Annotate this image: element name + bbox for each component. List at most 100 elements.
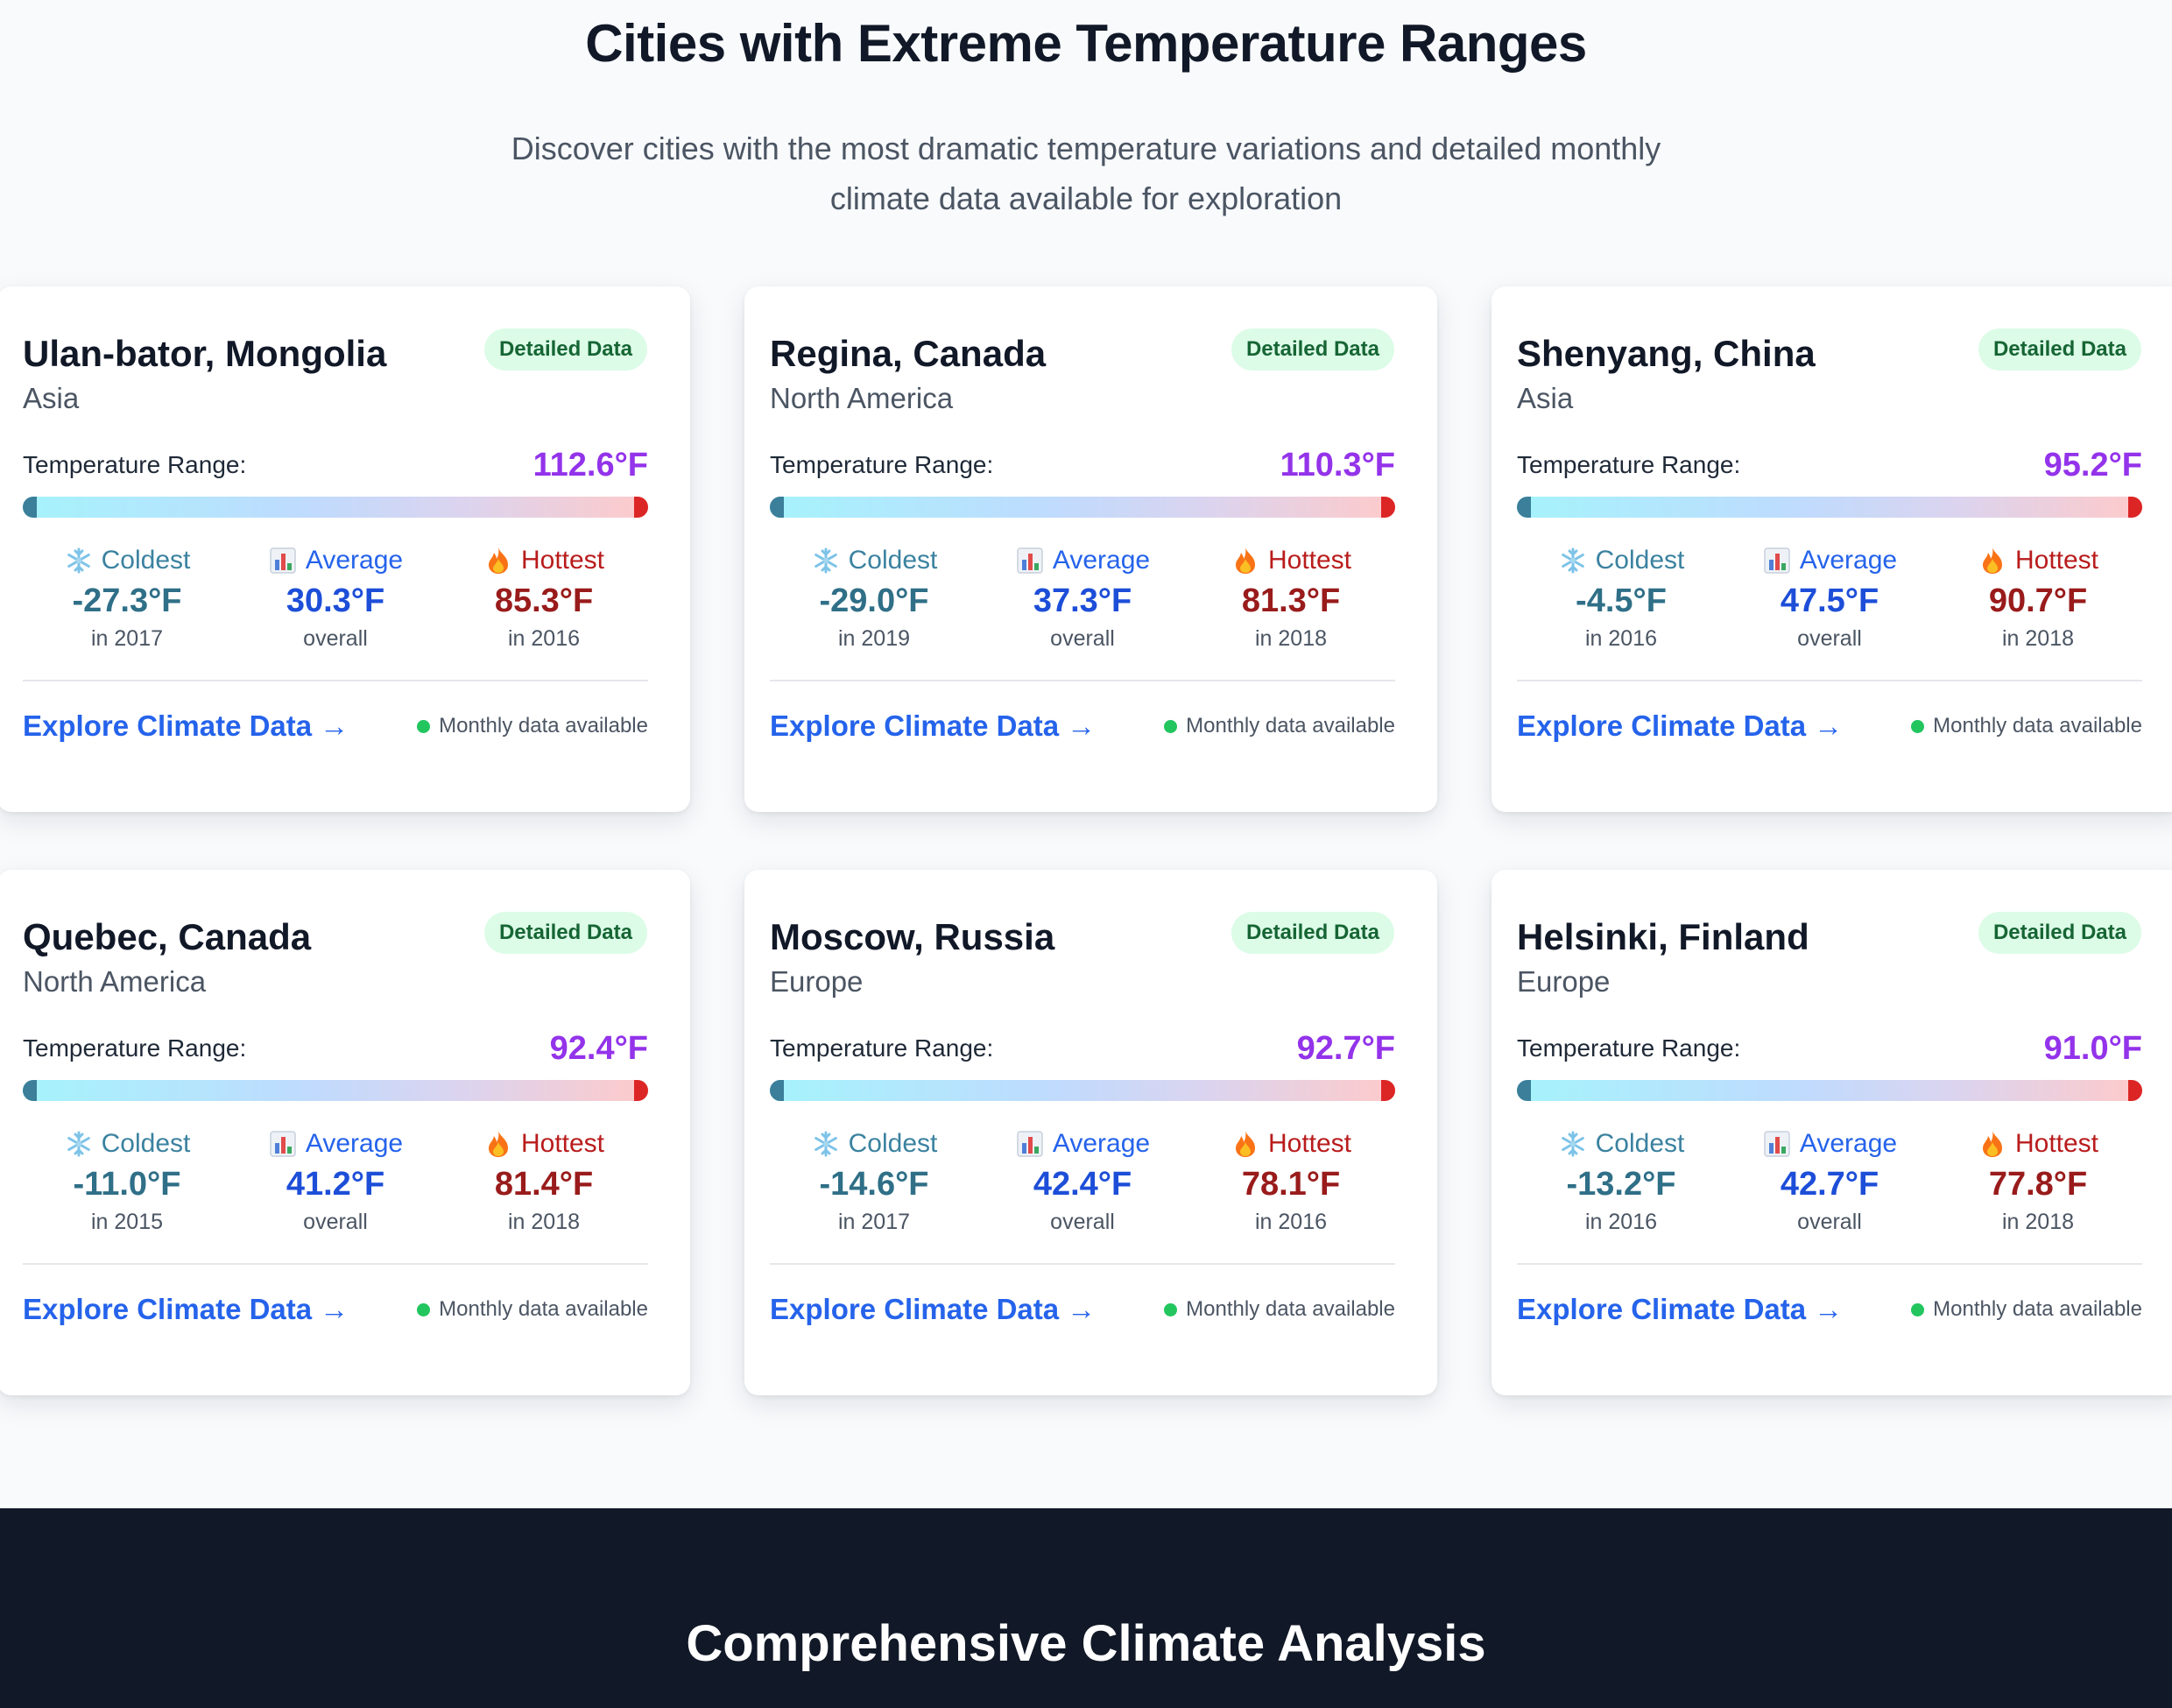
snowflake-icon — [811, 546, 841, 575]
card-divider — [770, 1263, 1395, 1265]
coldest-label-text: Coldest — [101, 546, 191, 575]
status-dot-icon — [1911, 719, 1925, 733]
status-dot-icon — [417, 1302, 431, 1316]
explore-climate-data-link[interactable]: Explore Climate Data → — [770, 709, 1097, 742]
hottest-label: Hottest — [1934, 1127, 2142, 1161]
city-name: Shenyang, China — [1517, 333, 1816, 374]
hottest-label: Hottest — [1187, 544, 1395, 577]
snowflake-icon — [64, 546, 94, 575]
coldest-value: -11.0°F — [73, 1166, 181, 1203]
temperature-range-value: 92.7°F — [1296, 1029, 1395, 1067]
coldest-year: in 2016 — [1584, 1210, 1658, 1234]
city-card: Helsinki, Finland Detailed Data Europe T… — [1491, 870, 2172, 1395]
coldest-label-text: Coldest — [1595, 546, 1685, 575]
fire-icon — [1231, 1129, 1260, 1159]
hottest-year: in 2018 — [507, 1210, 581, 1234]
average-stat: Average 37.3°F overall — [978, 544, 1187, 653]
coldest-label: Coldest — [770, 1127, 978, 1161]
temperature-range-label: Temperature Range: — [23, 451, 247, 478]
hottest-year: in 2016 — [1254, 1210, 1328, 1234]
hottest-stat: Hottest 81.4°F in 2018 — [440, 1127, 648, 1237]
average-value: 30.3°F — [286, 582, 385, 619]
coldest-stat: Coldest -4.5°F in 2016 — [1517, 544, 1725, 653]
fire-icon — [1978, 1129, 2007, 1159]
bar-chart-icon — [1762, 546, 1792, 575]
temperature-range-bar — [1517, 1080, 2142, 1101]
city-region: Asia — [1517, 382, 1574, 414]
card-header: Ulan-bator, Mongolia Detailed Data — [23, 328, 648, 379]
hottest-year: in 2016 — [507, 626, 581, 651]
bar-chart-icon — [268, 1129, 298, 1159]
average-note: overall — [303, 626, 368, 651]
temperature-stats: Coldest -14.6°F in 2017 Average 42.4°F o… — [770, 1127, 1395, 1237]
explore-climate-data-link[interactable]: Explore Climate Data → — [1517, 1293, 1844, 1325]
explore-climate-data-link[interactable]: Explore Climate Data → — [23, 709, 349, 742]
temperature-range-bar — [770, 1080, 1395, 1101]
hottest-year: in 2018 — [2001, 1210, 2075, 1234]
average-label: Average — [231, 544, 440, 577]
temperature-stats: Coldest -29.0°F in 2019 Average 37.3°F o… — [770, 544, 1395, 653]
average-label: Average — [978, 544, 1187, 577]
hottest-year: in 2018 — [2001, 626, 2075, 651]
range-bar-cold-cap — [23, 497, 37, 518]
hottest-label: Hottest — [1187, 1127, 1395, 1161]
temperature-range-row: Temperature Range: 110.3°F — [770, 445, 1395, 485]
range-bar-hot-cap — [2128, 497, 2142, 518]
hottest-label-text: Hottest — [520, 1129, 605, 1158]
temperature-range-label: Temperature Range: — [770, 451, 994, 478]
hottest-label-text: Hottest — [2014, 546, 2099, 575]
snowflake-icon — [64, 1129, 94, 1159]
coldest-stat: Coldest -29.0°F in 2019 — [770, 544, 978, 653]
average-stat: Average 47.5°F overall — [1725, 544, 1934, 653]
coldest-label-text: Coldest — [1595, 1129, 1685, 1158]
average-label-text: Average — [305, 546, 404, 575]
fire-icon — [483, 546, 513, 575]
range-bar-cold-cap — [23, 1080, 37, 1101]
coldest-value: -29.0°F — [819, 582, 929, 619]
range-bar-hot-cap — [2128, 1080, 2142, 1101]
card-header: Shenyang, China Detailed Data — [1517, 328, 2142, 379]
hottest-label-text: Hottest — [1267, 546, 1352, 575]
city-region: Europe — [770, 965, 864, 998]
hottest-label-text: Hottest — [2014, 1129, 2099, 1158]
range-bar-gradient — [23, 497, 648, 518]
fire-icon — [1978, 546, 2007, 575]
hottest-stat: Hottest 78.1°F in 2016 — [1187, 1127, 1395, 1237]
range-bar-hot-cap — [1381, 1080, 1395, 1101]
explore-climate-data-link[interactable]: Explore Climate Data → — [1517, 709, 1844, 742]
temperature-range-label: Temperature Range: — [770, 1034, 994, 1062]
hottest-label: Hottest — [440, 1127, 648, 1161]
monthly-data-text: Monthly data available — [1933, 1297, 2142, 1321]
coldest-label-text: Coldest — [848, 1129, 938, 1158]
card-divider — [23, 680, 648, 681]
monthly-data-status: Monthly data available — [1164, 1297, 1395, 1322]
snowflake-icon — [1558, 546, 1588, 575]
coldest-value: -4.5°F — [1576, 582, 1667, 619]
hottest-stat: Hottest 90.7°F in 2018 — [1934, 544, 2142, 653]
hottest-value: 81.4°F — [494, 1166, 594, 1203]
temperature-range-bar — [23, 497, 648, 518]
temperature-range-row: Temperature Range: 92.4°F — [23, 1028, 648, 1069]
range-bar-hot-cap — [634, 1080, 648, 1101]
fire-icon — [483, 1129, 513, 1159]
temperature-range-label: Temperature Range: — [1517, 451, 1741, 478]
card-divider — [770, 680, 1395, 681]
average-label-text: Average — [1052, 1129, 1151, 1158]
monthly-data-status: Monthly data available — [417, 1297, 648, 1322]
temperature-range-row: Temperature Range: 112.6°F — [23, 445, 648, 485]
coldest-label: Coldest — [1517, 544, 1725, 577]
range-bar-gradient — [1517, 1080, 2142, 1101]
coldest-label: Coldest — [1517, 1127, 1725, 1161]
average-label: Average — [231, 1127, 440, 1161]
hottest-label: Hottest — [440, 544, 648, 577]
bar-chart-icon — [268, 546, 298, 575]
explore-climate-data-link[interactable]: Explore Climate Data → — [770, 1293, 1097, 1325]
explore-climate-data-link[interactable]: Explore Climate Data → — [23, 1293, 349, 1325]
page-title: Cities with Extreme Temperature Ranges — [585, 14, 1587, 73]
city-region: Asia — [23, 382, 80, 414]
temperature-range-row: Temperature Range: 92.7°F — [770, 1028, 1395, 1069]
average-label: Average — [1725, 1127, 1934, 1161]
monthly-data-text: Monthly data available — [1186, 1297, 1395, 1321]
monthly-data-text: Monthly data available — [439, 714, 648, 738]
hottest-year: in 2018 — [1254, 626, 1328, 651]
